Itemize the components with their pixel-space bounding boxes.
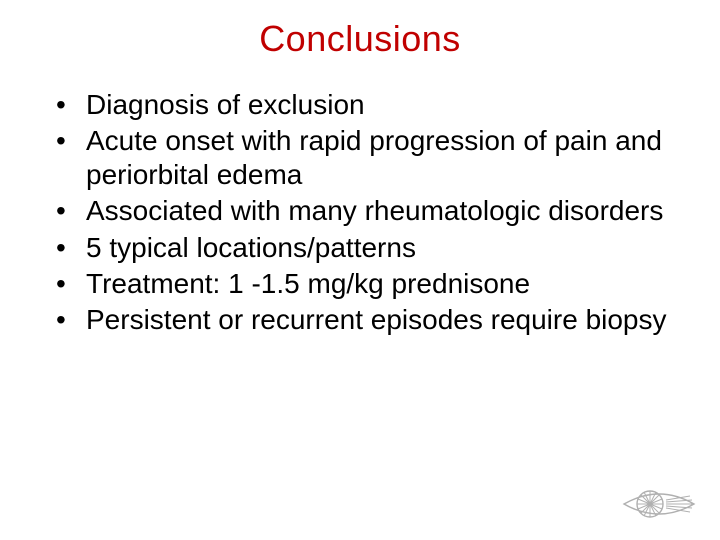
list-item: 5 typical locations/patterns <box>56 231 692 265</box>
bullet-list: Diagnosis of exclusion Acute onset with … <box>28 88 692 337</box>
slide: Conclusions Diagnosis of exclusion Acute… <box>0 0 720 540</box>
list-item: Diagnosis of exclusion <box>56 88 692 122</box>
list-item: Associated with many rheumatologic disor… <box>56 194 692 228</box>
list-item: Treatment: 1 -1.5 mg/kg prednisone <box>56 267 692 301</box>
list-item: Acute onset with rapid progression of pa… <box>56 124 692 192</box>
list-item: Persistent or recurrent episodes require… <box>56 303 692 337</box>
slide-title: Conclusions <box>28 18 692 60</box>
eye-logo-icon <box>620 482 698 526</box>
